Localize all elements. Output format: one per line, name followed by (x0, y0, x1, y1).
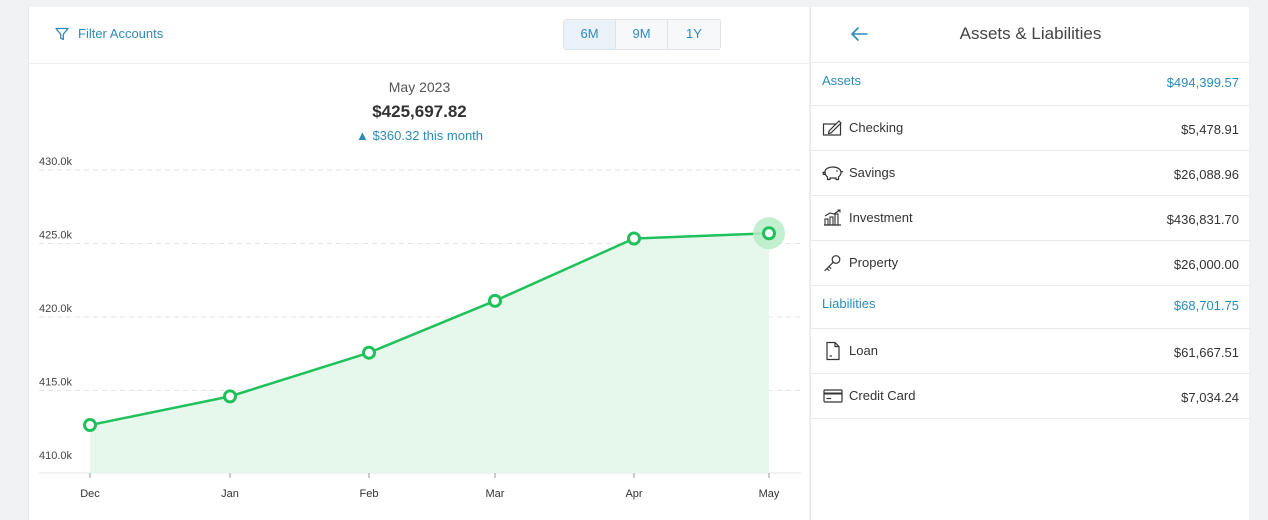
filter-accounts-label: Filter Accounts (78, 26, 164, 41)
list-item-savings[interactable]: Savings $26,088.96 (811, 151, 1250, 196)
data-point-jan (223, 389, 237, 404)
data-point-dec (83, 418, 97, 433)
list-item-checking[interactable]: Checking $5,478.91 (811, 106, 1250, 151)
checking-label: Checking (849, 120, 904, 135)
assets-label: Assets (822, 73, 862, 88)
property-value: $26,000.00 (1173, 257, 1239, 272)
loan-label: Loan (849, 343, 878, 358)
investment-chart-icon (824, 209, 841, 226)
back-arrow-icon[interactable] (848, 23, 870, 45)
liabilities-label: Liabilities (822, 296, 876, 311)
y-tick-label: 430.0k (39, 156, 73, 168)
series-area (90, 233, 769, 473)
y-tick-label: 410.0k (39, 450, 73, 462)
range-1y-button[interactable]: 1Y (668, 20, 720, 49)
x-tick-label: Dec (80, 488, 100, 500)
range-6m-button[interactable]: 6M (564, 20, 616, 49)
savings-value: $26,088.96 (1173, 167, 1239, 182)
net-worth-chart-card: Filter Accounts 6M 9M 1Y May 2023 $425,6… (28, 7, 810, 520)
liabilities-section-header[interactable]: Liabilities $68,701.75 (811, 286, 1250, 329)
assets-total: $494,399.57 (1166, 75, 1239, 90)
checkbook-icon (822, 120, 842, 136)
x-tick-label: May (759, 488, 780, 500)
data-point-may (762, 226, 776, 241)
panel-header: Assets & Liabilities (811, 7, 1250, 63)
piggy-bank-icon (822, 166, 844, 181)
series-line (89, 231, 770, 427)
filter-icon (55, 27, 69, 40)
list-item-property[interactable]: Property $26,000.00 (811, 241, 1250, 286)
x-tick-label: Jan (221, 488, 239, 500)
y-tick-label: 415.0k (39, 377, 73, 389)
y-tick-label: 425.0k (39, 230, 73, 242)
data-point-apr (627, 231, 641, 246)
chart-summary: May 2023 $425,697.82 ▲ $360.32 this mont… (29, 79, 810, 144)
assets-section-header[interactable]: Assets $494,399.57 (811, 63, 1250, 106)
assets-liabilities-panel: Assets & Liabilities Assets $494,399.57 … (810, 7, 1250, 520)
net-worth-chart[interactable]: 430.0k 425.0k 420.0k 415.0k 410.0k Dec Jan Feb M… (29, 7, 810, 520)
checking-value: $5,478.91 (1181, 122, 1239, 137)
credit-card-value: $7,034.24 (1181, 390, 1239, 405)
document-icon (826, 341, 840, 361)
credit-card-icon (823, 389, 843, 403)
summary-month: May 2023 (388, 79, 451, 95)
credit-card-label: Credit Card (849, 388, 916, 403)
summary-change: ▲ $360.32 this month (355, 128, 484, 143)
liabilities-total: $68,701.75 (1173, 298, 1239, 313)
x-tick-label: Feb (360, 488, 379, 500)
list-item-loan[interactable]: Loan $61,667.51 (811, 329, 1250, 374)
property-label: Property (849, 255, 899, 270)
x-tick-label: Mar (486, 488, 505, 500)
filter-accounts-button[interactable]: Filter Accounts (55, 26, 163, 41)
chart-toolbar: Filter Accounts 6M 9M 1Y (29, 7, 810, 64)
range-9m-button[interactable]: 9M (616, 20, 668, 49)
loan-value: $61,667.51 (1173, 345, 1239, 360)
list-item-credit-card[interactable]: Credit Card $7,034.24 (811, 374, 1250, 419)
data-point-feb (362, 345, 376, 360)
data-point-mar (488, 293, 502, 308)
summary-total: $425,697.82 (372, 102, 467, 121)
investment-value: $436,831.70 (1166, 212, 1239, 227)
x-tick-label: Apr (625, 488, 642, 500)
panel-title: Assets & Liabilities (959, 24, 1102, 43)
list-item-investment[interactable]: Investment $436,831.70 (811, 196, 1250, 241)
time-range-selector: 6M 9M 1Y (563, 19, 721, 50)
savings-label: Savings (849, 165, 896, 180)
investment-label: Investment (849, 210, 913, 225)
key-icon (824, 255, 841, 272)
y-tick-label: 420.0k (39, 303, 73, 315)
